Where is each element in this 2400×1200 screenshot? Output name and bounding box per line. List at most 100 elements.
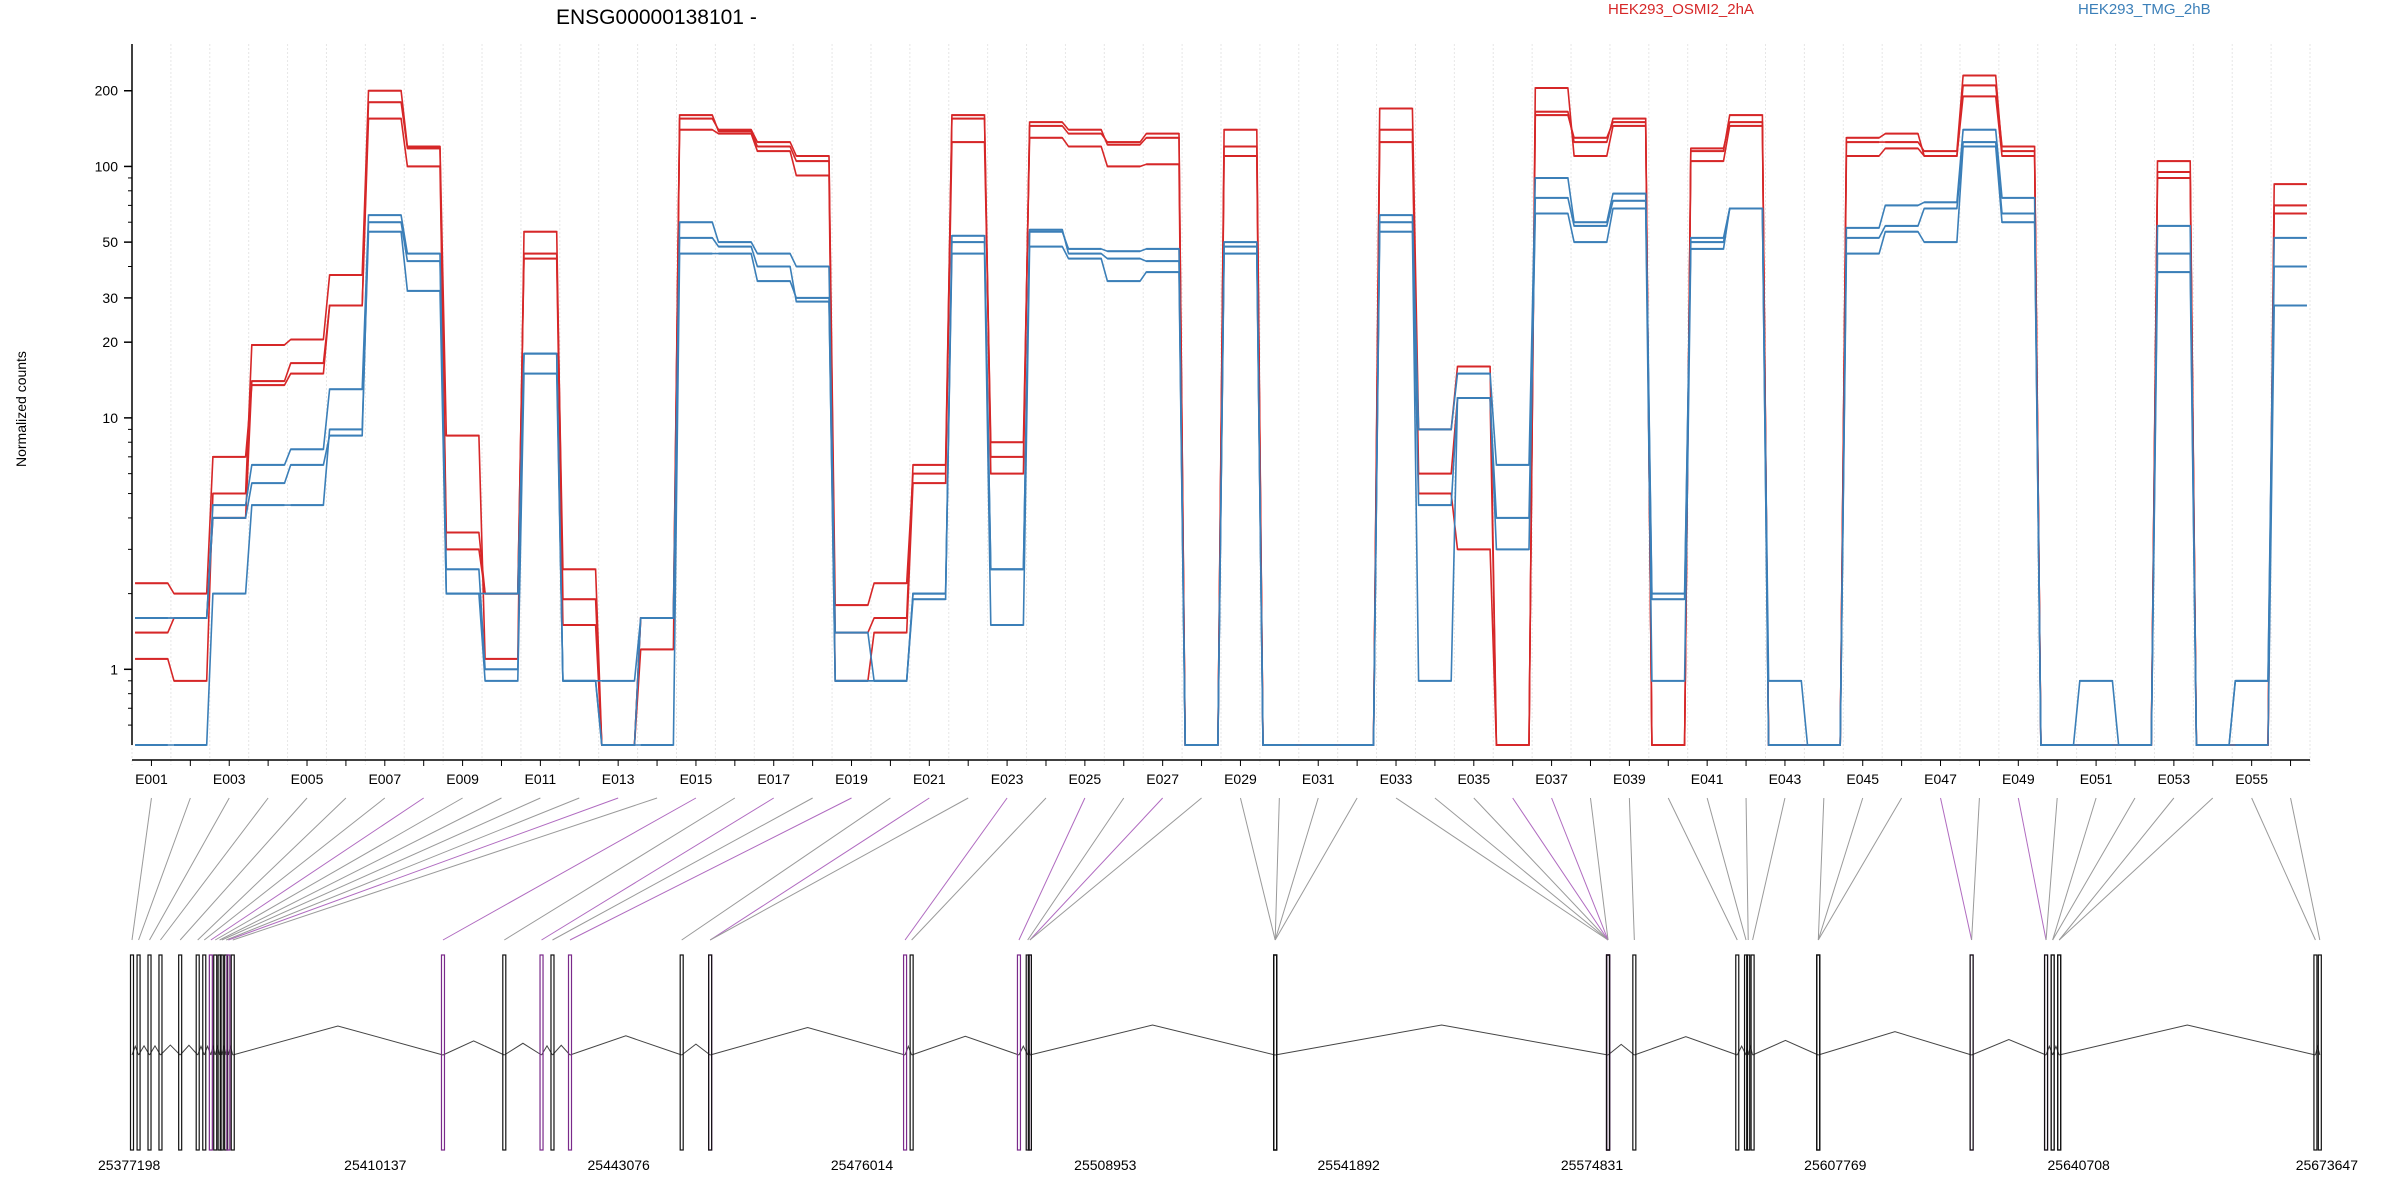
x-tick-label: E005: [291, 771, 324, 787]
connector-line: [2045, 797, 2058, 941]
exon-box: [219, 954, 224, 1151]
intron-line: [1971, 1039, 2047, 1056]
exon-box: [178, 954, 183, 1151]
connector-line: [1274, 797, 1358, 941]
x-tick-label: E023: [991, 771, 1024, 787]
x-tick-label: E031: [1302, 771, 1335, 787]
connector-line: [504, 797, 736, 941]
chart-title: ENSG00000138101 -: [556, 6, 757, 29]
exon-box: [1025, 954, 1030, 1151]
connector-line: [203, 797, 386, 941]
x-tick-label: E037: [1535, 771, 1568, 787]
connector-line: [1434, 797, 1609, 941]
exon-box: [2057, 954, 2062, 1151]
intron-line: [569, 1035, 682, 1056]
connector-line: [904, 797, 1008, 941]
connector-line: [1239, 797, 1276, 941]
intron-line: [442, 1040, 505, 1056]
exon-box: [226, 954, 231, 1151]
x-axis: E001 E003 E005 E007 E009 E011 E013 E015 E017 E019…: [132, 759, 2310, 787]
intron-line: [2314, 1044, 2321, 1056]
exon-box: [909, 954, 914, 1151]
connector-line: [1395, 797, 1609, 941]
connector-line: [1274, 797, 1280, 941]
connector-line: [232, 797, 658, 941]
x-tick-label: E019: [835, 771, 868, 787]
intron-line: [2059, 1024, 2316, 1056]
connector-line: [709, 797, 930, 941]
x-tick-label: E011: [525, 771, 557, 787]
exon-box: [1735, 954, 1740, 1151]
x-tick-label: E001: [135, 771, 168, 787]
connector-line: [911, 797, 1047, 941]
exon-box: [679, 954, 684, 1151]
genomic-tick-label: 25541892: [1318, 1157, 1381, 1173]
genomic-axis: 25377198 25410137 25443076 25476014 25508953…: [98, 1157, 2358, 1173]
connector-line: [552, 797, 813, 941]
connector-line: [219, 797, 502, 941]
genomic-tick-label: 25508953: [1074, 1157, 1137, 1173]
intron-line: [210, 1044, 216, 1056]
connector-line: [1473, 797, 1609, 941]
connector-line: [1027, 797, 1125, 941]
exon-box: [202, 954, 207, 1151]
connector-line: [541, 797, 774, 941]
x-tick-label: E039: [1613, 771, 1646, 787]
series-line-3: [135, 87, 2307, 746]
connector-line: [1817, 797, 1903, 941]
intron-line: [1752, 1039, 1819, 1056]
intron-line: [681, 1043, 711, 1056]
connector-line: [210, 797, 424, 941]
exon-box: [1969, 954, 1974, 1151]
exon-box: [1273, 954, 1278, 1151]
x-tick-label: E051: [2080, 771, 2113, 787]
connector-line: [221, 797, 541, 941]
x-tick-label: E013: [602, 771, 635, 787]
exon-box: [158, 954, 163, 1151]
intron-line: [1029, 1024, 1276, 1056]
exon-box: [195, 954, 200, 1151]
connector-line: [1667, 797, 1738, 941]
y-tick-label: 30: [102, 290, 118, 306]
y-axis-label: Normalized counts: [13, 351, 29, 467]
exon-connector-lines: [131, 797, 2321, 941]
exon-box: [2313, 954, 2318, 1151]
exon-box: [1743, 954, 1749, 1151]
connector-line: [1628, 797, 1635, 941]
connector-line: [2052, 797, 2097, 941]
exon-box: [208, 954, 213, 1151]
intron-line: [552, 1044, 571, 1056]
x-tick-label: E025: [1069, 771, 1102, 787]
connector-line: [1752, 797, 1786, 941]
connector-line: [1817, 797, 1825, 941]
connector-line: [160, 797, 269, 941]
x-tick-label: E021: [913, 771, 946, 787]
connector-line: [2017, 797, 2047, 941]
x-tick-label: E045: [1846, 771, 1879, 787]
x-tick-label: E027: [1146, 771, 1179, 787]
exon-box: [1016, 954, 1022, 1151]
connector-line: [1971, 797, 1980, 941]
genomic-tick-label: 25443076: [588, 1157, 651, 1173]
y-tick-label: 200: [95, 83, 119, 99]
connector-line: [1274, 797, 1319, 941]
exon-box: [708, 954, 713, 1151]
exon-box: [224, 954, 229, 1151]
y-tick-label: 50: [102, 234, 118, 250]
connector-line: [2058, 797, 2214, 941]
genomic-tick-label: 25476014: [831, 1157, 894, 1173]
connector-line: [179, 797, 308, 941]
genomic-tick-label: 25640708: [2048, 1157, 2111, 1173]
genomic-tick-label: 25607769: [1804, 1157, 1867, 1173]
exon-box: [567, 954, 573, 1151]
connector-line: [1029, 797, 1164, 941]
connector-line: [1551, 797, 1609, 941]
exon-box: [136, 954, 141, 1151]
y-axis: 1 10 20 30 50 100 200: [95, 44, 133, 745]
connector-line: [2058, 797, 2175, 941]
connector-line: [225, 797, 580, 941]
connector-line: [681, 797, 891, 941]
genomic-tick-label: 25410137: [344, 1157, 407, 1173]
exon-box: [1746, 954, 1751, 1151]
y-tick-label: 20: [102, 334, 118, 350]
